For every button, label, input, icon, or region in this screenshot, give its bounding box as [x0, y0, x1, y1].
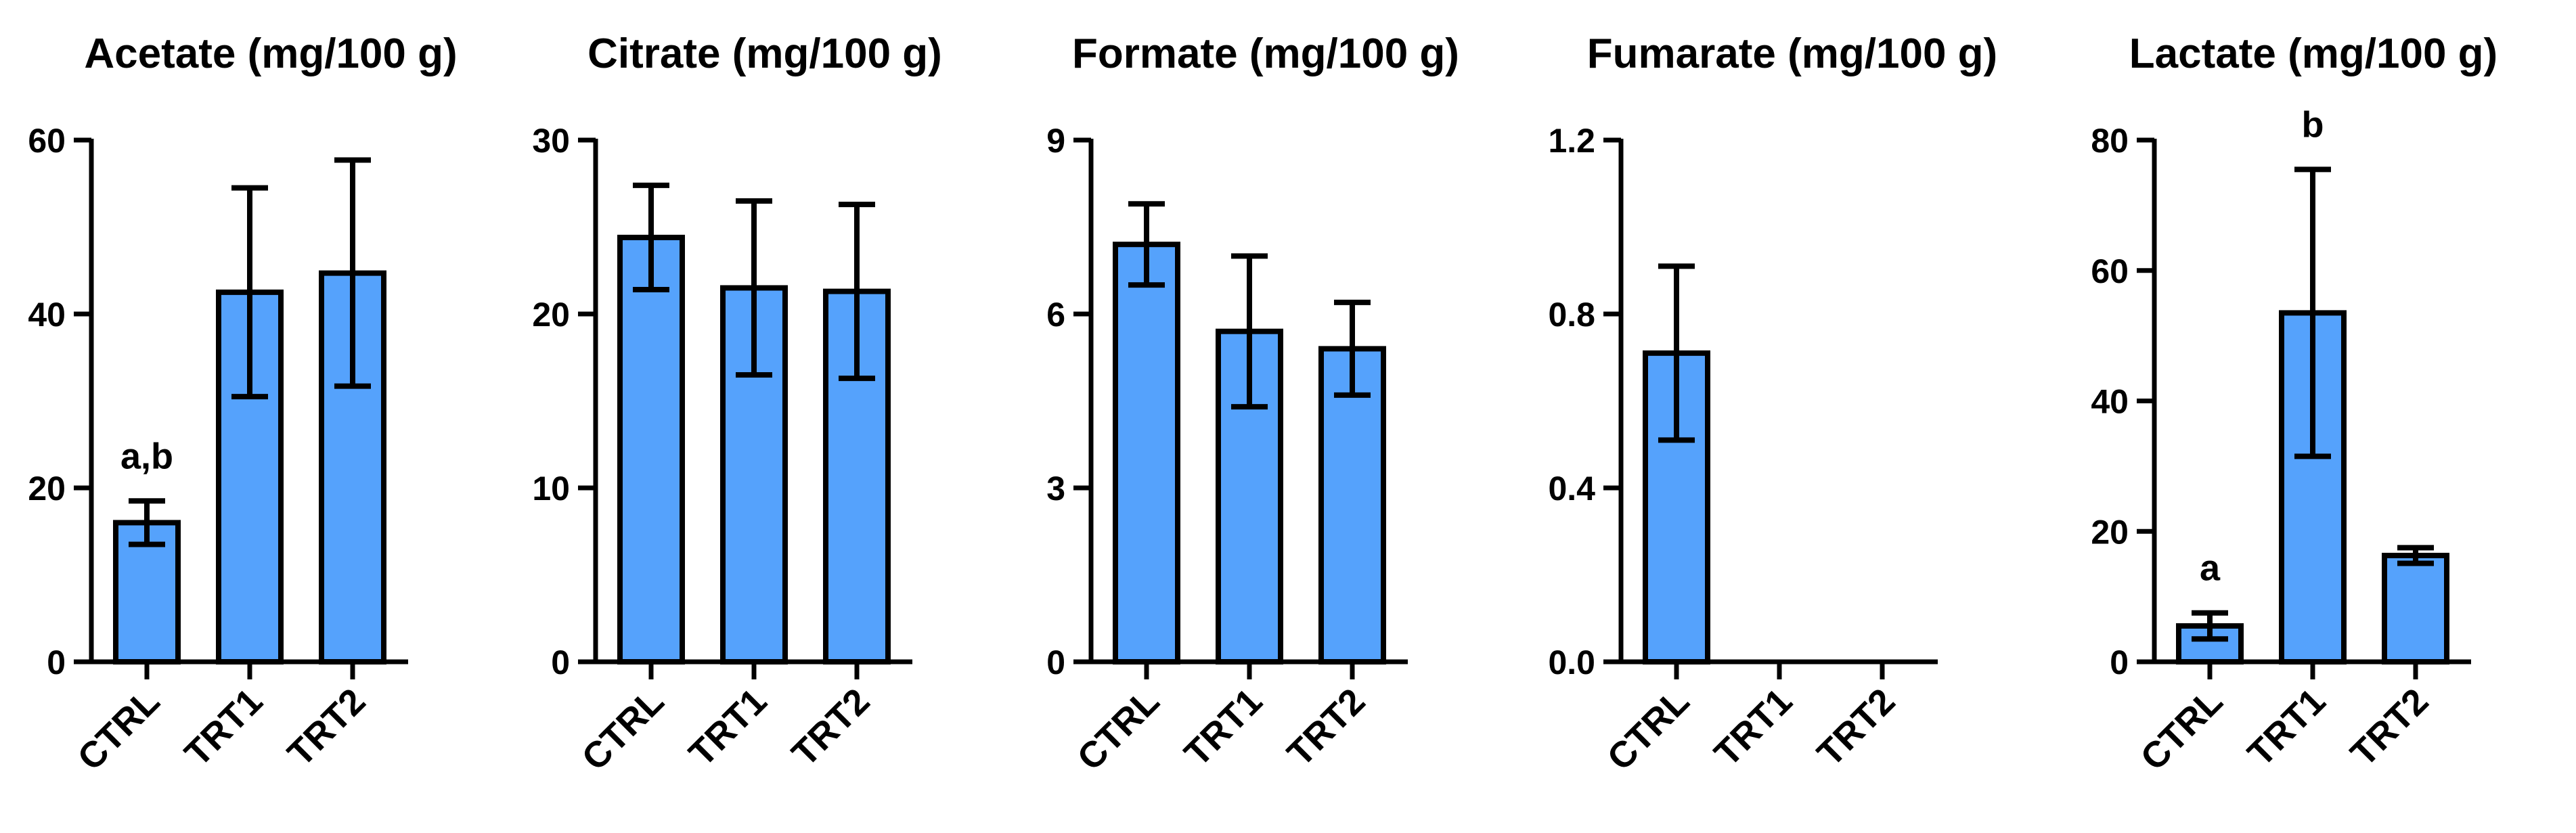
y-tick-label: 0: [47, 644, 66, 681]
bar: [1113, 242, 1180, 665]
x-tick-label: TRT1: [682, 681, 775, 774]
x-tick-label: TRT2: [784, 681, 878, 774]
x-tick-label: CTRL: [1069, 681, 1167, 778]
x-tick-label: TRT1: [1707, 681, 1800, 774]
y-tick-label: 20: [28, 470, 66, 508]
x-tick-label: TRT2: [2343, 681, 2437, 774]
y-tick-label: 80: [2091, 122, 2129, 160]
chart-title: Lactate (mg/100 g): [2129, 30, 2497, 77]
x-tick-label: CTRL: [2133, 681, 2230, 778]
bar: [2382, 552, 2449, 665]
y-tick-label: 0: [551, 644, 570, 681]
y-tick-label: 20: [532, 296, 570, 334]
significance-label: a: [2200, 548, 2221, 589]
y-tick-label: 9: [1046, 122, 1065, 160]
y-tick-label: 20: [2091, 513, 2129, 551]
chart-panel-3: Fumarate (mg/100 g) 0.0 0.4 0.8 1.2 CTRL TRT1 T…: [1548, 30, 1997, 778]
chart-title: Formate (mg/100 g): [1072, 30, 1459, 77]
y-tick-label: 0: [1046, 644, 1065, 681]
x-tick-label: CTRL: [70, 681, 167, 778]
y-tick-label: 6: [1046, 296, 1065, 334]
chart-panel-4: Lactate (mg/100 g) 0 20 40 60 80 CTRL a TRT1 b TRT…: [2091, 30, 2497, 778]
chart-title: Acetate (mg/100 g): [84, 30, 457, 77]
y-tick-label: 0.0: [1548, 644, 1595, 681]
y-tick-label: 40: [2091, 383, 2129, 421]
bar: [1318, 346, 1386, 665]
significance-label: a,b: [120, 436, 173, 476]
chart-panel-2: Formate (mg/100 g) 0 3 6 9 CTRL TRT1 TRT2: [1046, 30, 1459, 778]
x-tick-label: CTRL: [1599, 681, 1697, 778]
y-tick-label: 0.4: [1548, 470, 1595, 508]
chart-panel-0: Acetate (mg/100 g) 0 20 40 60 CTRL a,b TRT1 TRT2: [28, 30, 457, 778]
y-tick-label: 1.2: [1548, 122, 1595, 160]
x-tick-label: TRT2: [280, 681, 374, 774]
x-tick-label: TRT1: [2240, 681, 2334, 774]
y-tick-label: 10: [532, 470, 570, 508]
y-tick-label: 60: [28, 122, 66, 160]
significance-label: b: [2302, 104, 2324, 145]
chart-panel-1: Citrate (mg/100 g) 0 10 20 30 CTRL TRT1 TRT2: [532, 30, 941, 778]
chart-title: Citrate (mg/100 g): [587, 30, 942, 77]
y-tick-label: 3: [1046, 470, 1065, 508]
bar: [319, 270, 386, 665]
x-tick-label: TRT2: [1280, 681, 1373, 774]
y-tick-label: 0: [2110, 644, 2129, 681]
x-tick-label: TRT2: [1810, 681, 1903, 774]
y-tick-label: 40: [28, 296, 66, 334]
chart-title: Fumarate (mg/100 g): [1587, 30, 1997, 77]
bar: [617, 234, 685, 665]
x-tick-label: TRT1: [177, 681, 271, 774]
x-tick-label: TRT1: [1177, 681, 1270, 774]
x-tick-label: CTRL: [574, 681, 671, 778]
y-tick-label: 60: [2091, 252, 2129, 290]
y-tick-label: 0.8: [1548, 296, 1595, 334]
y-tick-label: 30: [532, 122, 570, 160]
